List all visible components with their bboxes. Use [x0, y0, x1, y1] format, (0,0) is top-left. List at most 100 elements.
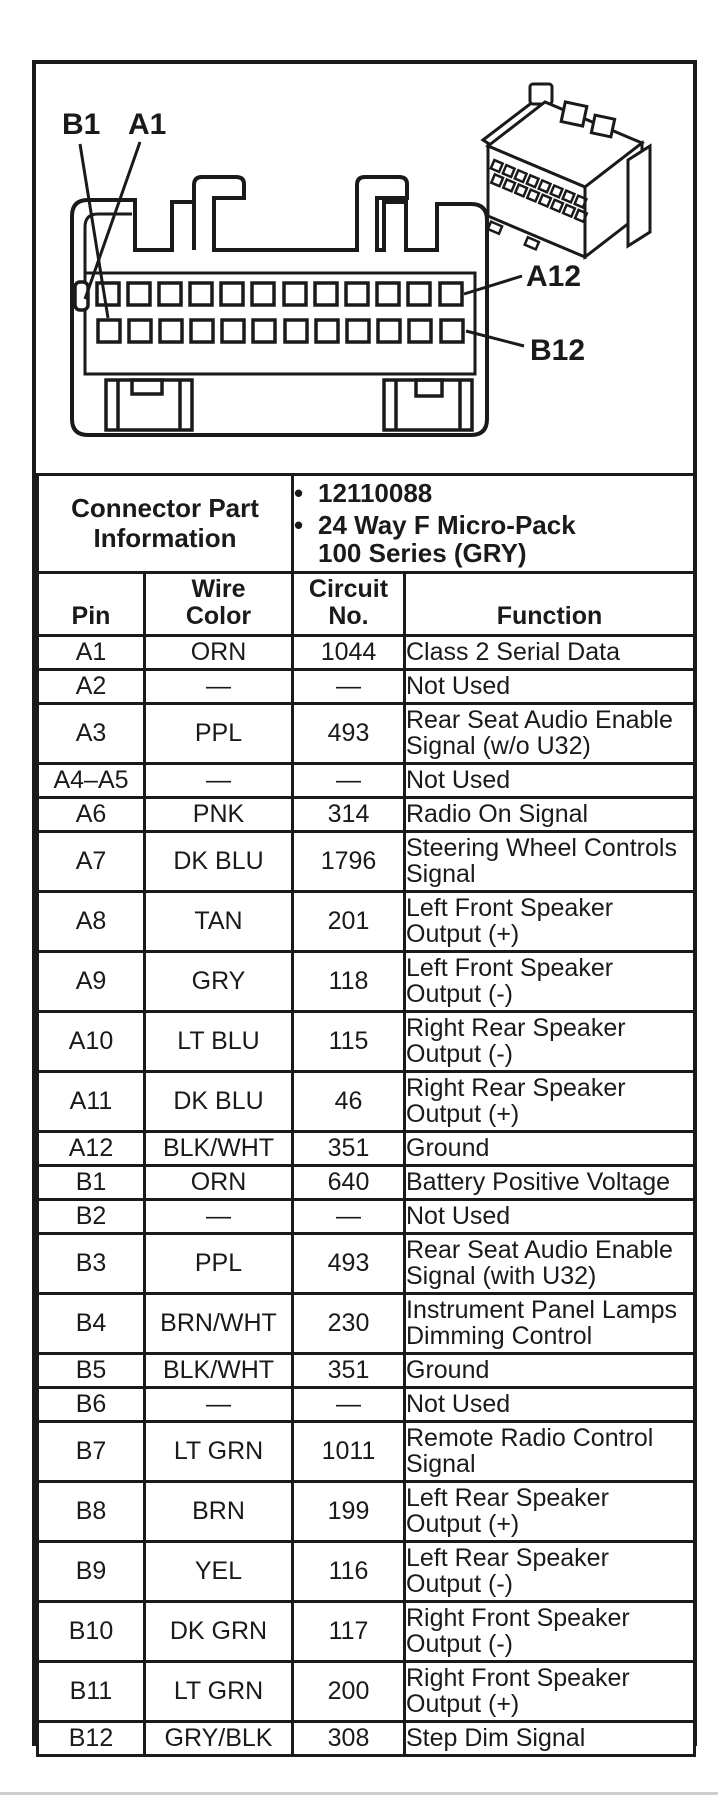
wire-color-cell: PPL	[143, 702, 294, 765]
pin-cell: B2	[36, 1198, 146, 1235]
iso-right-flange	[626, 143, 652, 249]
circuit-no-cell: —	[291, 762, 406, 799]
wire-color-cell: PNK	[143, 796, 294, 833]
col-header-wire-color: Wire Color	[143, 571, 294, 637]
page-bottom-edge	[0, 1792, 718, 1795]
table-row: A12 BLK/WHT 351 Ground	[36, 1130, 697, 1167]
connector-type: • 24 Way F Micro-Pack 100 Series (GRY)	[294, 511, 693, 567]
iso-connector-drawing	[480, 82, 652, 261]
pin-cell: A4–A5	[36, 762, 146, 799]
function-cell: Class 2 Serial Data	[402, 634, 697, 671]
wire-color-cell: —	[143, 1198, 294, 1235]
table-row: B12 GRY/BLK 308 Step Dim Signal	[36, 1720, 697, 1757]
function-cell: Left Rear Speaker Output (+)	[402, 1480, 697, 1543]
pin-label-a12: A12	[526, 260, 581, 293]
wire-color-cell: TAN	[143, 890, 294, 953]
circuit-no-cell: —	[291, 1386, 406, 1423]
circuit-no-cell: 493	[291, 1232, 406, 1295]
table-row: B5 BLK/WHT 351 Ground	[36, 1352, 697, 1389]
circuit-no-cell: 201	[291, 890, 406, 953]
iso-terminal-holes	[486, 158, 589, 251]
pin-cell: A8	[36, 890, 146, 953]
function-cell: Not Used	[402, 668, 697, 705]
pinout-body: A1 ORN 1044 Class 2 Serial Data A2— — Not Used…	[36, 634, 697, 1757]
circuit-no-cell: 46	[291, 1070, 406, 1133]
function-cell: Right Front Speaker Output (+)	[402, 1660, 697, 1723]
b1-leader-line	[78, 143, 110, 319]
iso-tab-2	[589, 113, 617, 139]
pin-cell: B1	[36, 1164, 146, 1201]
pin-cell: A3	[36, 702, 146, 765]
wire-color-cell: LT GRN	[143, 1420, 294, 1483]
pinout-table: Connector Part Information • 12110088 • …	[36, 473, 697, 1757]
wire-color-cell: BLK/WHT	[143, 1130, 294, 1167]
wire-color-cell: YEL	[143, 1540, 294, 1603]
keying-slot	[73, 280, 90, 312]
function-cell: Steering Wheel Controls Signal	[402, 830, 697, 893]
function-cell: Rear Seat Audio Enable Signal (w/o U32)	[402, 702, 697, 765]
pin-row-b	[96, 318, 465, 344]
function-cell: Not Used	[402, 1386, 697, 1423]
pin-cell: B10	[36, 1600, 146, 1663]
table-row: B4 BRN/WHT 230 Instrument Panel Lamps Dimmi…	[36, 1292, 697, 1355]
bullet-icon: •	[294, 510, 304, 540]
pin-cell: A1	[36, 634, 146, 671]
table-row: B9 YEL 116 Left Rear Speaker Output (-)	[36, 1540, 697, 1603]
table-row: A1 ORN 1044 Class 2 Serial Data	[36, 634, 697, 671]
function-cell: Right Rear Speaker Output (-)	[402, 1010, 697, 1073]
pin-cell: B12	[36, 1720, 146, 1757]
circuit-no-cell: 200	[291, 1660, 406, 1723]
connector-face-drawing	[70, 141, 525, 437]
wire-color-cell: LT GRN	[143, 1660, 294, 1723]
wire-color-cell: PPL	[143, 1232, 294, 1295]
pin-field-outline	[83, 271, 477, 376]
table-row: A7 DK BLU 1796 Steering Wheel Controls Sign…	[36, 830, 697, 893]
table-row: A8 TAN 201 Left Front Speaker Output (+)	[36, 890, 697, 953]
connector-part-number: • 12110088	[294, 479, 693, 507]
circuit-no-cell: 117	[291, 1600, 406, 1663]
table-row: B10 DK GRN 117 Right Front Speaker Output (…	[36, 1600, 697, 1663]
table-row: B6— — Not Used	[36, 1386, 697, 1423]
wire-color-cell: DK BLU	[143, 1070, 294, 1133]
wire-color-cell: BRN/WHT	[143, 1292, 294, 1355]
wire-color-cell: DK GRN	[143, 1600, 294, 1663]
circuit-no-cell: 1011	[291, 1420, 406, 1483]
diagram-frame: B1 A1 A12 B12	[32, 60, 697, 1757]
circuit-no-cell: 230	[291, 1292, 406, 1355]
pin-cell: A12	[36, 1130, 146, 1167]
connector-part-information-header: Connector Part Information	[36, 473, 294, 574]
pin-cell: B9	[36, 1540, 146, 1603]
function-cell: Battery Positive Voltage	[402, 1164, 697, 1201]
circuit-no-cell: 199	[291, 1480, 406, 1543]
col-header-circuit-no: Circuit No.	[291, 571, 406, 637]
function-cell: Step Dim Signal	[402, 1720, 697, 1757]
function-cell: Rear Seat Audio Enable Signal (with U32)	[402, 1232, 697, 1295]
col-header-pin: Pin	[36, 571, 146, 637]
wire-color-cell: GRY/BLK	[143, 1720, 294, 1757]
pin-row-a	[73, 280, 464, 312]
pin-cell: A9	[36, 950, 146, 1013]
connector-diagram: B1 A1 A12 B12	[36, 64, 693, 473]
circuit-no-cell: 1044	[291, 634, 406, 671]
connector-body-outline	[70, 175, 489, 437]
function-cell: Left Rear Speaker Output (-)	[402, 1540, 697, 1603]
function-cell: Right Front Speaker Output (-)	[402, 1600, 697, 1663]
pin-label-a1: A1	[128, 108, 166, 141]
circuit-no-cell: 118	[291, 950, 406, 1013]
pin-cell: A11	[36, 1070, 146, 1133]
table-row: B8 BRN 199 Left Rear Speaker Output (+)	[36, 1480, 697, 1543]
pin-cell: A6	[36, 796, 146, 833]
table-row: A2— — Not Used	[36, 668, 697, 705]
table-row: A11 DK BLU 46 Right Rear Speaker Output (+)	[36, 1070, 697, 1133]
table-row: A9 GRY 118 Left Front Speaker Output (-)	[36, 950, 697, 1013]
wire-color-cell: GRY	[143, 950, 294, 1013]
b12-leader-line	[465, 329, 525, 348]
function-cell: Ground	[402, 1352, 697, 1389]
pin-cell: B4	[36, 1292, 146, 1355]
pin-cell: B7	[36, 1420, 146, 1483]
pin-cell: A2	[36, 668, 146, 705]
table-row: B2— — Not Used	[36, 1198, 697, 1235]
table-row: A10 LT BLU 115 Right Rear Speaker Output (-…	[36, 1010, 697, 1073]
circuit-no-cell: —	[291, 1198, 406, 1235]
